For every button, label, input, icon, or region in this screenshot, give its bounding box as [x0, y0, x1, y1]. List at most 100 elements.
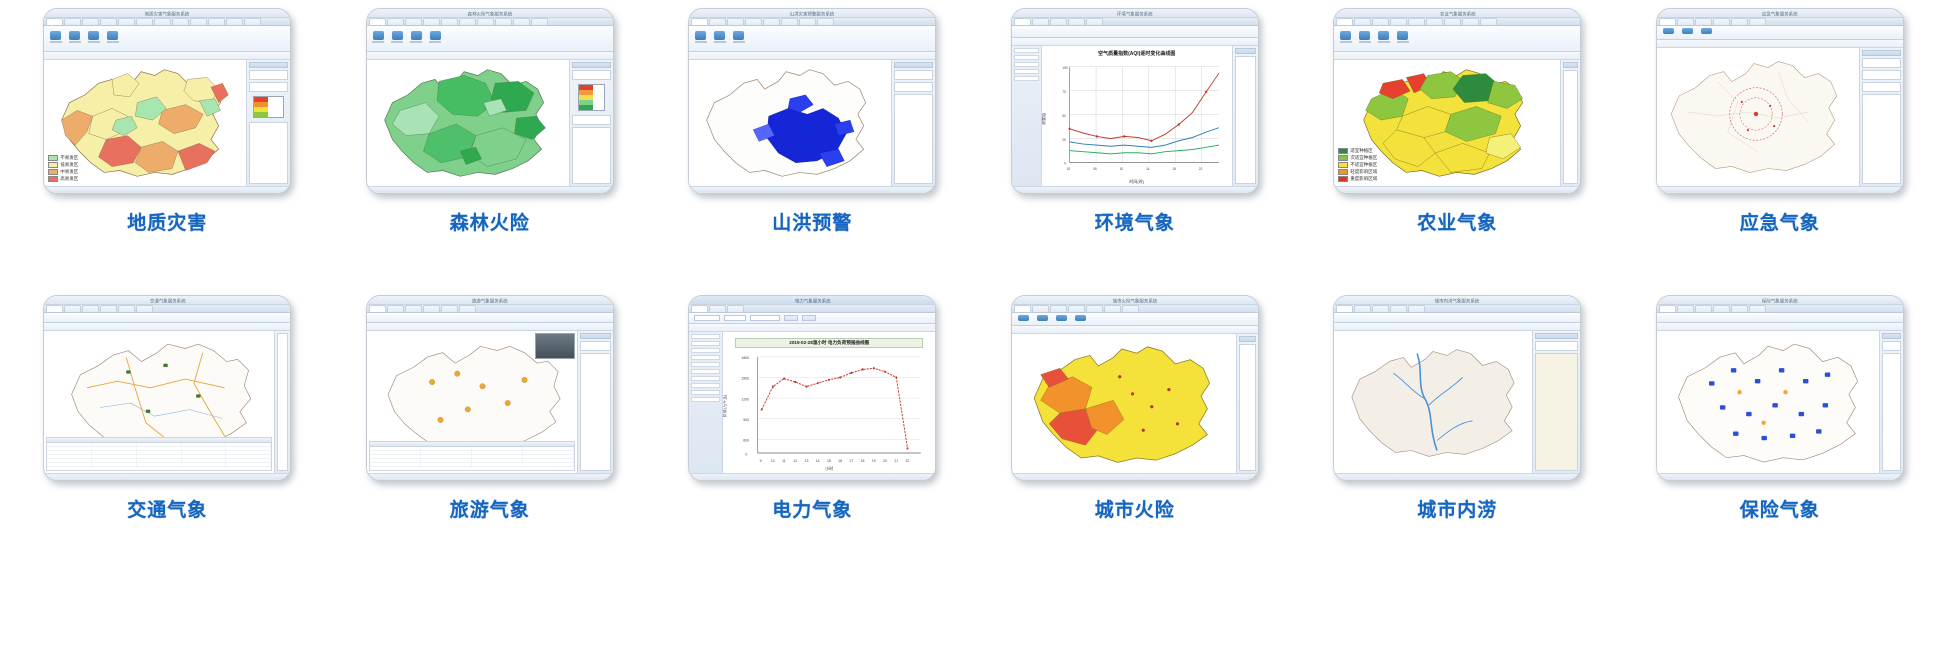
- gallery-item-urban-waterlog[interactable]: 城市内涝气象服务系统: [1296, 295, 1619, 582]
- map-canvas[interactable]: [1334, 331, 1533, 473]
- toolbar-button[interactable]: [372, 30, 385, 47]
- right-panel[interactable]: [1235, 334, 1258, 473]
- ribbon-tab[interactable]: [1354, 18, 1372, 25]
- panel-field[interactable]: [1535, 341, 1579, 351]
- ribbon-tab[interactable]: [208, 18, 226, 25]
- ribbon-tab[interactable]: [691, 305, 709, 312]
- right-panel[interactable]: [1231, 46, 1258, 186]
- panel-list[interactable]: [249, 122, 289, 184]
- map-canvas[interactable]: [366, 331, 577, 473]
- toolbar-button[interactable]: [1377, 30, 1390, 47]
- ribbon-toolbar[interactable]: [1334, 313, 1581, 323]
- ribbon-toolbar[interactable]: [1011, 26, 1258, 38]
- ribbon-tab[interactable]: [82, 305, 100, 312]
- secondary-toolbar[interactable]: [1656, 40, 1903, 48]
- panel-list[interactable]: [277, 333, 289, 471]
- map-canvas[interactable]: [1011, 334, 1236, 473]
- secondary-toolbar[interactable]: [1656, 323, 1903, 331]
- ribbon-tab[interactable]: [82, 18, 100, 25]
- panel-field[interactable]: [1861, 82, 1901, 92]
- app-screenshot-agriculture-met[interactable]: 农业气象服务系统: [1333, 8, 1582, 194]
- ribbon-tab[interactable]: [1336, 305, 1354, 312]
- ribbon-tab[interactable]: [1031, 18, 1049, 25]
- nav-item[interactable]: [691, 348, 721, 353]
- ribbon-tab[interactable]: [1480, 18, 1498, 25]
- panel-list[interactable]: [1881, 353, 1901, 471]
- nav-item[interactable]: [691, 362, 721, 367]
- nav-item[interactable]: [691, 376, 721, 381]
- ribbon-tab[interactable]: [1354, 305, 1372, 312]
- ribbon-tab[interactable]: [1085, 18, 1103, 25]
- ribbon-tab[interactable]: [1067, 18, 1085, 25]
- ribbon-tabs[interactable]: [1334, 305, 1581, 313]
- ribbon-tabs[interactable]: [1011, 305, 1258, 313]
- right-panel[interactable]: [246, 60, 291, 186]
- ribbon-tab[interactable]: [422, 18, 440, 25]
- ribbon-tab[interactable]: [136, 18, 154, 25]
- left-nav[interactable]: [689, 332, 724, 473]
- table-row[interactable]: [369, 459, 574, 463]
- ribbon-tab[interactable]: [46, 305, 64, 312]
- ribbon-tabs[interactable]: [1334, 18, 1581, 26]
- ribbon-tab[interactable]: [154, 18, 172, 25]
- gallery-item-tourism-met[interactable]: 旅游气象服务系统: [329, 295, 652, 582]
- nav-item[interactable]: [1013, 76, 1039, 81]
- nav-item[interactable]: [691, 341, 721, 346]
- ribbon-tab[interactable]: [404, 305, 422, 312]
- left-nav[interactable]: [1011, 46, 1042, 186]
- table-row[interactable]: [47, 459, 272, 463]
- toolbar-button[interactable]: [732, 30, 745, 47]
- panel-field[interactable]: [894, 82, 934, 92]
- ribbon-tab[interactable]: [1031, 305, 1049, 312]
- ribbon-tab[interactable]: [368, 305, 386, 312]
- right-panel[interactable]: [568, 60, 613, 186]
- table-row[interactable]: [369, 451, 574, 455]
- ribbon-tabs[interactable]: [366, 18, 613, 26]
- panel-list[interactable]: [1563, 70, 1579, 184]
- map-canvas[interactable]: [1656, 48, 1859, 186]
- map-canvas[interactable]: [366, 60, 569, 186]
- ribbon-tab[interactable]: [1658, 18, 1676, 25]
- ribbon-tab[interactable]: [1067, 305, 1085, 312]
- toolbar-button[interactable]: [68, 30, 81, 47]
- app-screenshot-traffic-met[interactable]: 交通气象服务系统: [43, 295, 292, 481]
- panel-list[interactable]: [571, 127, 611, 184]
- panel-field[interactable]: [249, 70, 289, 80]
- ribbon-tab[interactable]: [530, 18, 548, 25]
- ribbon-tab[interactable]: [458, 18, 476, 25]
- ribbon-tab[interactable]: [458, 305, 476, 312]
- ribbon-tab[interactable]: [386, 18, 404, 25]
- table-row[interactable]: [47, 455, 272, 459]
- ribbon-tab[interactable]: [440, 305, 458, 312]
- toolbar-button[interactable]: [391, 30, 404, 47]
- ribbon-tab[interactable]: [1694, 305, 1712, 312]
- ribbon-tab[interactable]: [1462, 18, 1480, 25]
- right-panel[interactable]: [891, 60, 936, 186]
- ribbon-tab[interactable]: [1390, 305, 1408, 312]
- secondary-toolbar[interactable]: [689, 52, 936, 60]
- ribbon-toolbar[interactable]: [1656, 26, 1903, 40]
- toolbar-button[interactable]: [694, 30, 707, 47]
- gallery-item-geo-hazard[interactable]: 地质灾害气象服务系统: [6, 8, 329, 295]
- toolbar-button[interactable]: [1339, 30, 1352, 47]
- table-row[interactable]: [47, 447, 272, 451]
- ribbon-tab[interactable]: [422, 305, 440, 312]
- ribbon-tab[interactable]: [1748, 305, 1766, 312]
- ribbon-tab[interactable]: [799, 18, 817, 25]
- ribbon-tab[interactable]: [709, 305, 727, 312]
- nav-item[interactable]: [691, 383, 721, 388]
- ribbon-toolbar[interactable]: [366, 313, 613, 323]
- panel-list[interactable]: [1238, 344, 1256, 471]
- ribbon-tab[interactable]: [512, 18, 530, 25]
- ribbon-tab[interactable]: [709, 18, 727, 25]
- query-button[interactable]: [784, 315, 799, 321]
- app-screenshot-insurance-met[interactable]: 保险气象服务系统: [1655, 295, 1904, 481]
- panel-list[interactable]: [1535, 353, 1579, 471]
- ribbon-tab[interactable]: [100, 305, 118, 312]
- ribbon-tab[interactable]: [1085, 305, 1103, 312]
- toolbar-button[interactable]: [1074, 314, 1087, 324]
- gallery-item-traffic-met[interactable]: 交通气象服务系统: [6, 295, 329, 582]
- ribbon-tab[interactable]: [1676, 18, 1694, 25]
- table-row[interactable]: [47, 463, 272, 467]
- panel-list[interactable]: [1861, 94, 1901, 184]
